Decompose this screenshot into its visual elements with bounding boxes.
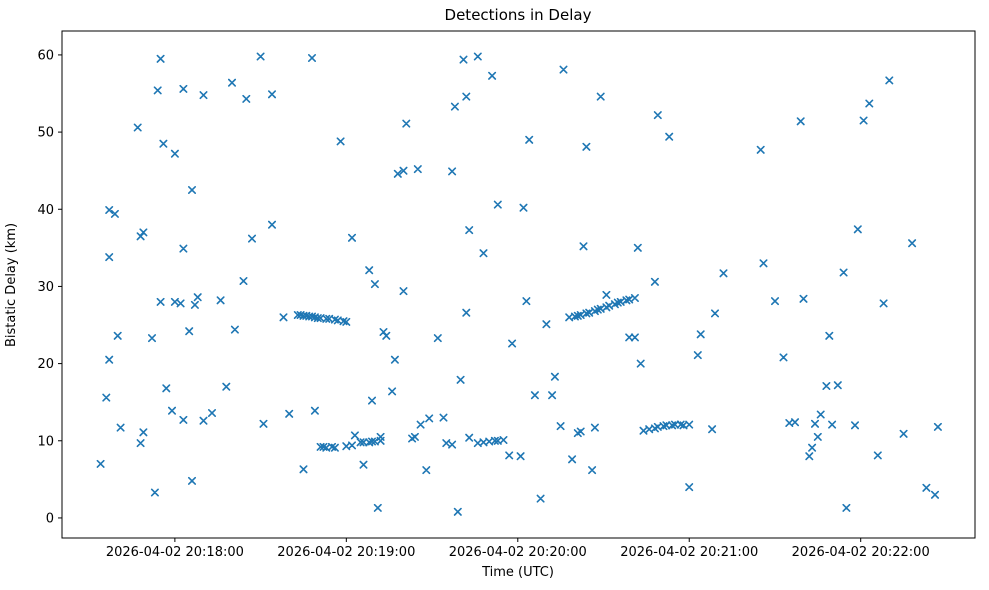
data-points-layer	[96, 52, 942, 516]
y-tick-label: 40	[37, 203, 54, 218]
y-axis-label: Bistatic Delay (km)	[4, 223, 19, 347]
x-tick-label: 2026-04-02 20:22:00	[792, 545, 930, 560]
x-tick-label: 2026-04-02 20:21:00	[620, 545, 758, 560]
x-tick-label: 2026-04-02 20:20:00	[449, 545, 587, 560]
x-axis-label: Time (UTC)	[481, 565, 554, 580]
y-tick-label: 60	[37, 48, 54, 63]
chart-title: Detections in Delay	[445, 6, 592, 24]
x-tick-label: 2026-04-02 20:18:00	[106, 545, 244, 560]
scatter-points	[96, 52, 942, 516]
y-tick-label: 0	[46, 511, 54, 526]
axes: 2026-04-02 20:18:00 2026-04-02 20:19:00 20…	[37, 30, 976, 560]
y-tick-label: 50	[37, 126, 54, 141]
y-tick-label: 10	[37, 434, 54, 449]
y-tick-label: 30	[37, 280, 54, 295]
y-tick-label: 20	[37, 357, 54, 372]
plot-frame	[61, 30, 976, 539]
x-tick-label: 2026-04-02 20:19:00	[277, 545, 415, 560]
